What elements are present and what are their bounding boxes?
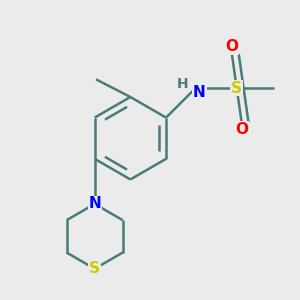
Text: S: S	[231, 81, 242, 96]
Text: O: O	[235, 122, 248, 137]
Text: N: N	[193, 85, 206, 100]
Text: O: O	[225, 39, 238, 54]
Text: N: N	[88, 196, 101, 211]
Text: S: S	[89, 261, 100, 276]
Text: H: H	[177, 77, 189, 91]
